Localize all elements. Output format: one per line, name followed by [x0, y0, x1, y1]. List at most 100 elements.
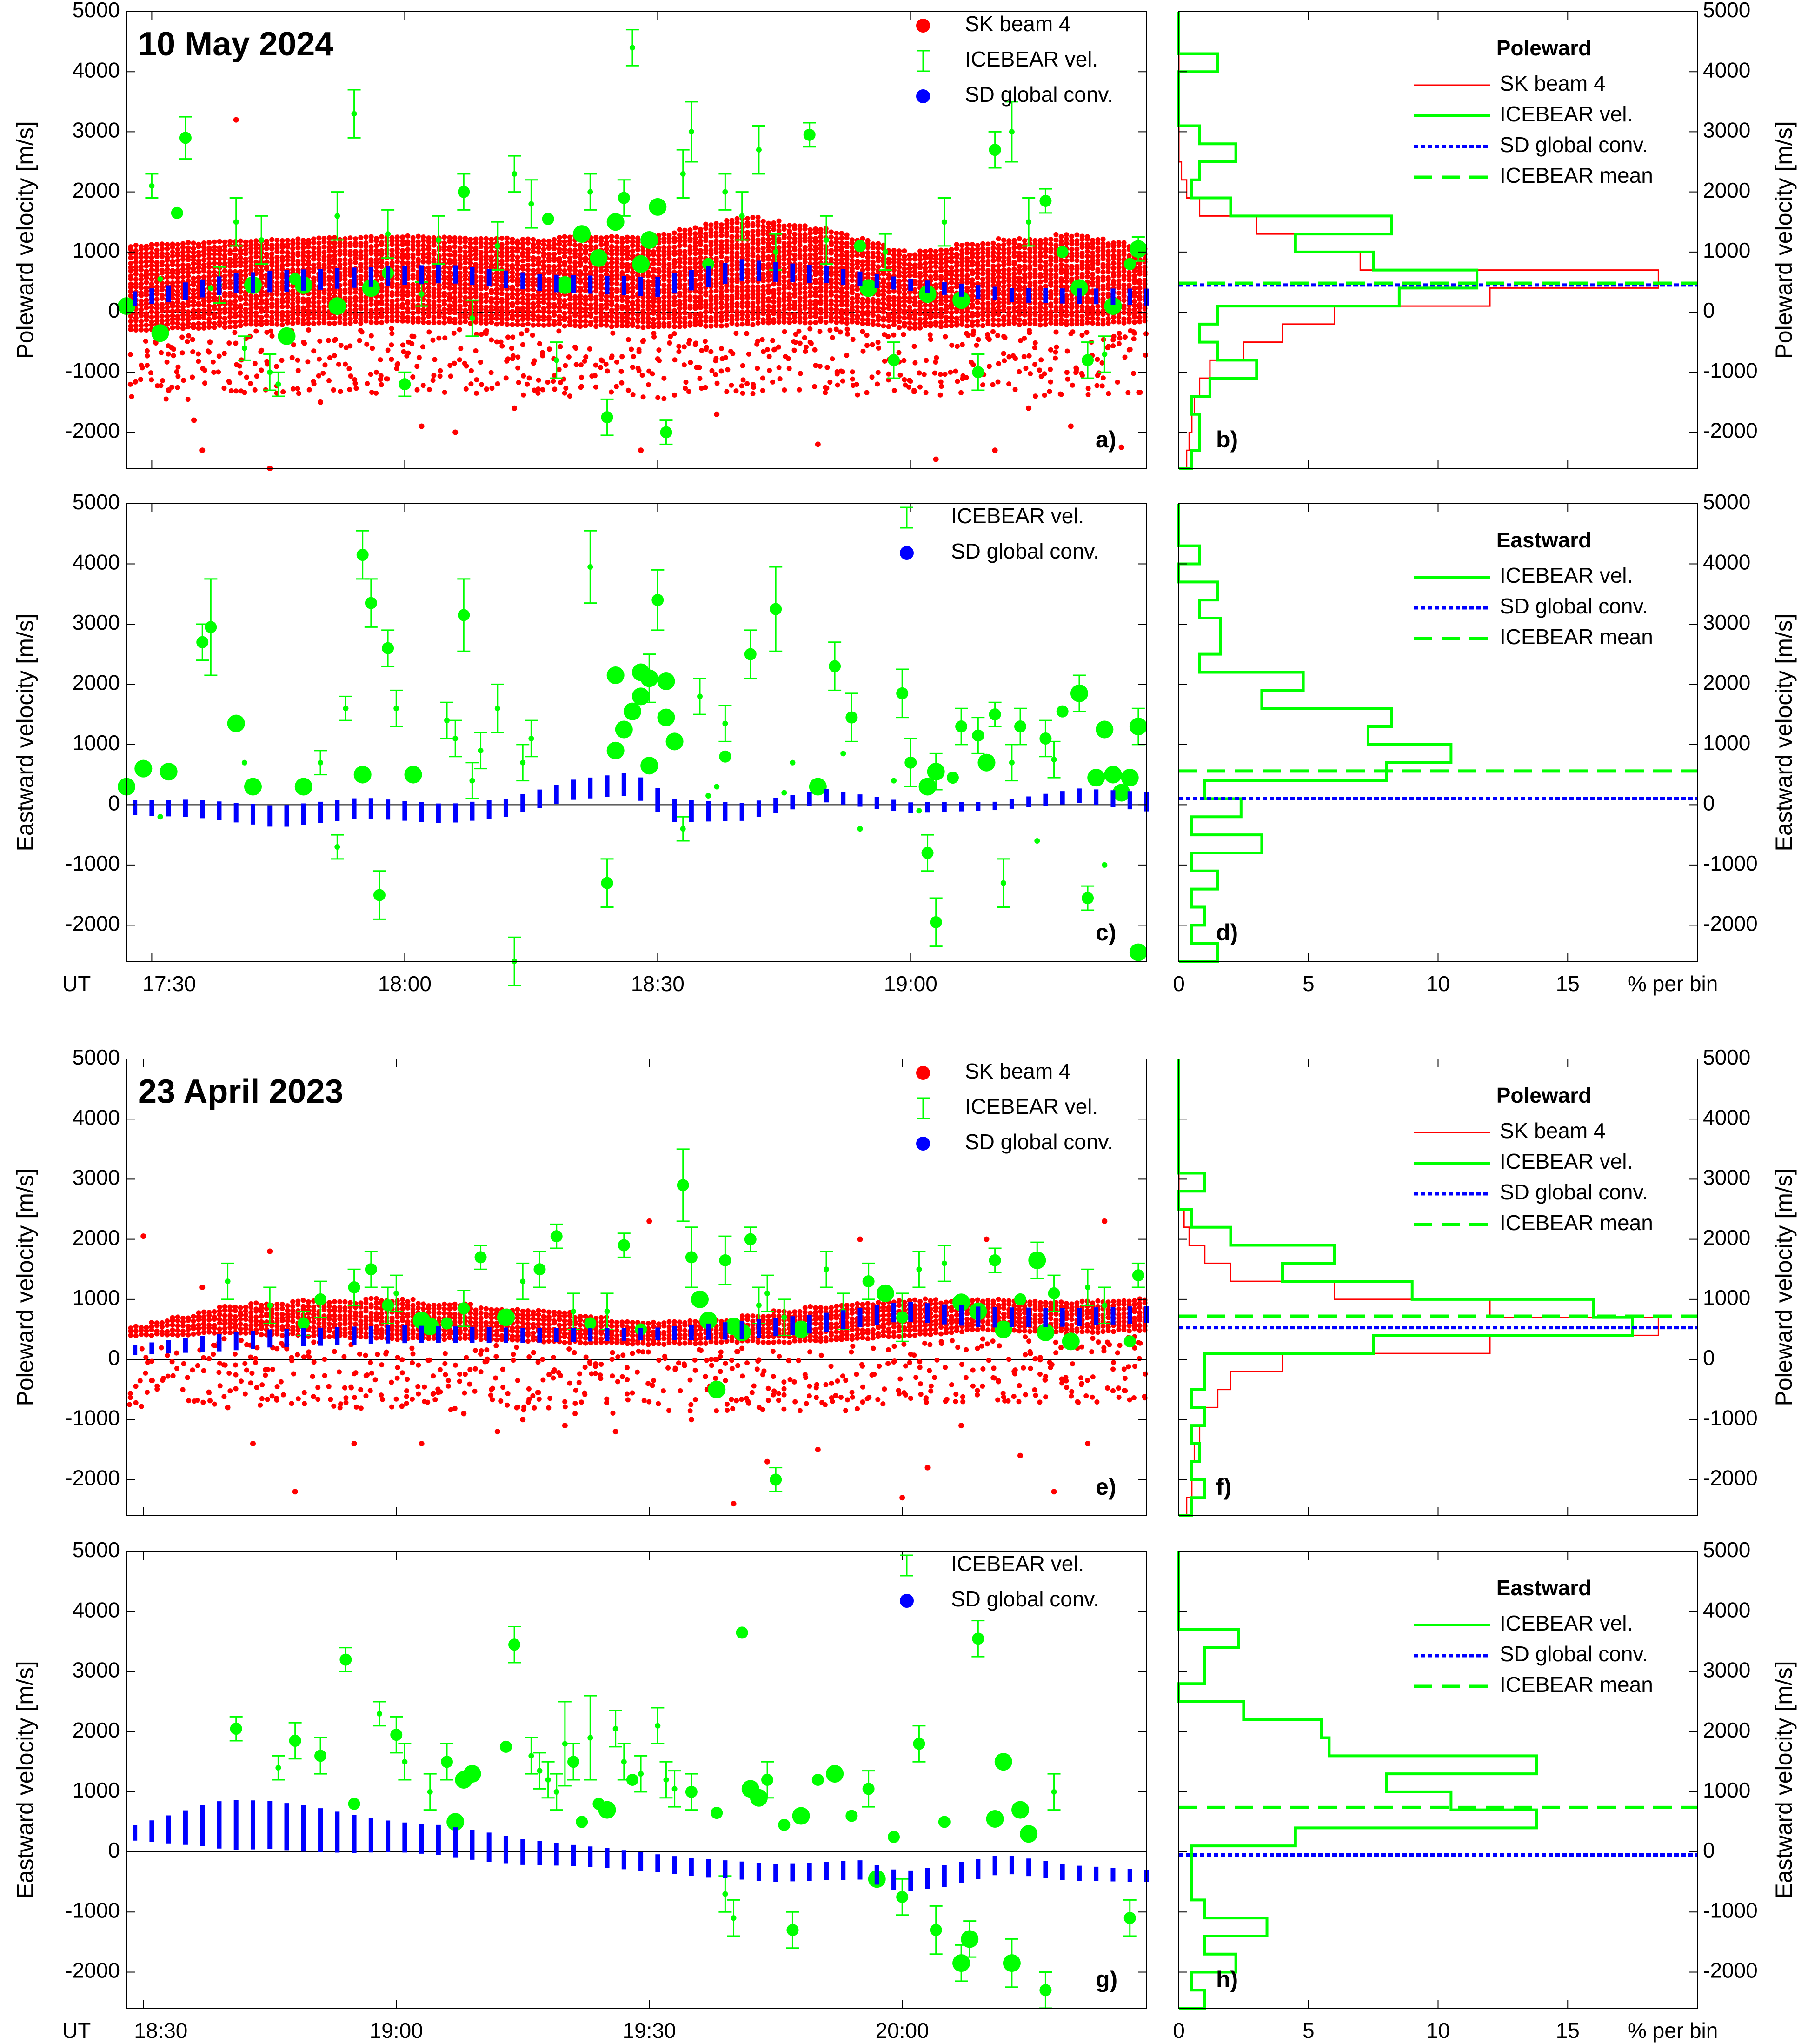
sk-beam-point — [139, 290, 144, 296]
icebear-point — [241, 345, 247, 351]
sk-beam-point — [786, 366, 792, 371]
sk-beam-point — [526, 375, 532, 381]
sk-beam-point — [531, 280, 536, 285]
sk-beam-point — [238, 303, 243, 308]
sk-beam-point — [912, 262, 917, 268]
sk-beam-point — [692, 299, 698, 304]
sk-beam-point — [562, 298, 567, 303]
sk-beam-point — [734, 251, 740, 256]
sk-beam-point — [787, 311, 792, 317]
icebear-point — [660, 426, 672, 439]
sk-beam-point — [609, 234, 614, 240]
sk-beam-point — [426, 255, 432, 260]
sk-beam-point — [489, 337, 494, 343]
sk-beam-point — [1064, 304, 1069, 309]
sk-beam-point — [771, 281, 777, 287]
sk-beam-point — [300, 245, 306, 251]
sk-beam-point — [163, 396, 169, 402]
sk-beam-point — [911, 387, 917, 393]
sk-beam-point — [196, 249, 201, 255]
sk-beam-point — [457, 274, 463, 280]
sk-beam-point — [1032, 250, 1038, 255]
sk-beam-point — [321, 313, 327, 318]
sk-beam-point — [828, 277, 834, 283]
sk-beam-point — [734, 260, 740, 265]
sk-beam-point — [546, 277, 552, 282]
sk-beam-point — [844, 298, 850, 304]
sk-beam-point — [368, 333, 374, 339]
sk-beam-point — [609, 238, 614, 244]
sk-beam-point — [1058, 234, 1064, 240]
sk-beam-point — [196, 284, 201, 289]
sk-beam-point — [598, 306, 604, 312]
sk-beam-point — [578, 246, 583, 252]
sk-beam-point — [865, 309, 871, 314]
sk-beam-point — [410, 298, 416, 303]
sk-beam-point — [734, 242, 740, 247]
sk-beam-point — [672, 357, 678, 363]
sk-beam-point — [985, 292, 991, 298]
sk-beam-point — [217, 245, 222, 251]
sk-beam-point — [1116, 269, 1122, 275]
sk-beam-point — [373, 257, 379, 262]
sk-beam-point — [494, 274, 499, 280]
sk-beam-point — [651, 308, 656, 314]
sk-beam-point — [739, 293, 745, 299]
sk-beam-point — [1052, 355, 1058, 361]
sk-beam-point — [552, 302, 557, 307]
sk-beam-point — [902, 377, 907, 382]
sk-beam-point — [729, 254, 735, 260]
sk-beam-point — [604, 272, 609, 277]
sk-beam-point — [1100, 317, 1106, 323]
sk-beam-point — [379, 288, 385, 294]
icebear-point — [629, 45, 635, 51]
sk-beam-point — [902, 282, 907, 288]
sk-beam-point — [170, 292, 175, 297]
sk-beam-point — [1002, 358, 1007, 364]
sk-beam-point — [849, 300, 855, 306]
sk-beam-point — [531, 287, 536, 293]
sk-beam-point — [912, 360, 918, 366]
sk-beam-point — [316, 240, 322, 246]
sk-beam-point — [1047, 389, 1052, 394]
sk-beam-point — [561, 376, 566, 382]
sk-beam-point — [844, 261, 850, 266]
sk-beam-point — [781, 274, 787, 280]
sk-beam-point — [473, 390, 479, 396]
sk-beam-point — [436, 303, 442, 309]
sk-beam-point — [886, 371, 891, 377]
sk-beam-point — [311, 308, 317, 313]
sk-beam-point — [296, 391, 301, 396]
sk-beam-point — [1074, 238, 1080, 243]
sk-beam-point — [567, 306, 572, 311]
icebear-point — [640, 231, 658, 249]
sk-beam-point — [154, 242, 160, 247]
sk-beam-point — [781, 266, 787, 272]
sk-beam-point — [687, 227, 693, 233]
sk-beam-point — [217, 320, 222, 325]
sk-beam-point — [311, 290, 317, 296]
sk-beam-point — [190, 337, 195, 342]
sk-beam-point — [394, 289, 400, 295]
sk-beam-point — [886, 311, 891, 317]
sk-beam-point — [808, 340, 814, 346]
sk-beam-point — [212, 278, 217, 283]
sk-beam-point — [933, 303, 938, 309]
sk-beam-point — [489, 262, 494, 268]
sk-beam-point — [365, 381, 370, 386]
sk-beam-point — [682, 315, 688, 321]
sk-beam-point — [165, 266, 170, 272]
sk-beam-point — [233, 239, 238, 245]
sk-beam-point — [520, 246, 525, 251]
sk-beam-point — [489, 258, 494, 263]
sk-beam-point — [990, 317, 996, 322]
sk-beam-point — [1079, 259, 1085, 265]
sk-beam-point — [876, 298, 881, 303]
sk-beam-point — [233, 293, 238, 299]
icebear-point — [1026, 219, 1032, 225]
sk-beam-point — [959, 267, 965, 273]
sk-beam-point — [358, 303, 364, 309]
sk-beam-point — [394, 313, 400, 319]
sk-beam-point — [175, 385, 180, 390]
sk-beam-point — [1026, 405, 1032, 411]
